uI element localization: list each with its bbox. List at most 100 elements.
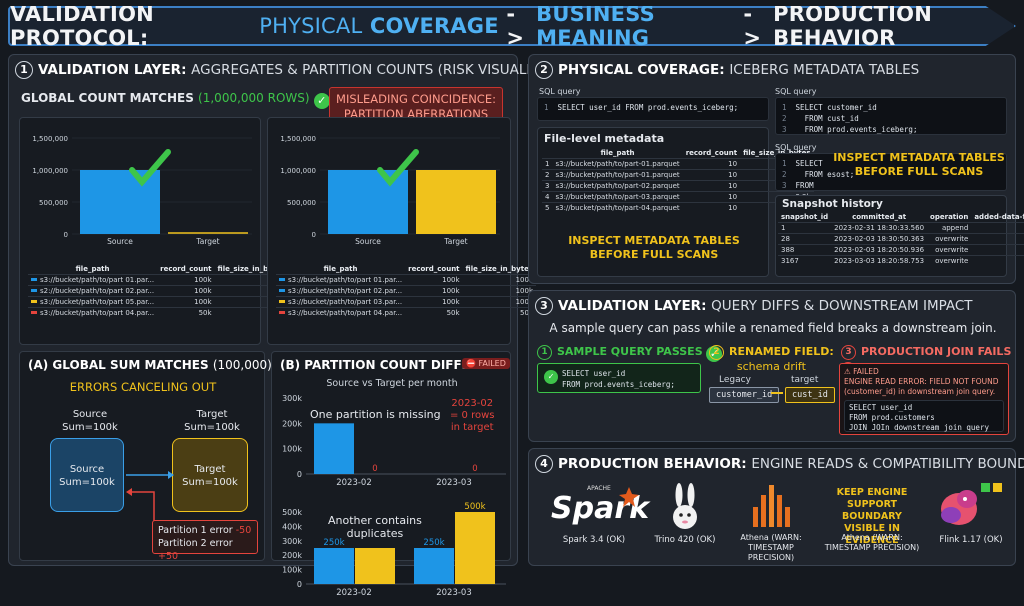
y-tick-label: 200k — [282, 551, 302, 560]
src-label: Source — [72, 409, 108, 420]
table-header: record_count — [408, 265, 460, 273]
step-number: 2 — [535, 61, 553, 79]
bar — [355, 548, 395, 584]
table-cell: 10 — [682, 169, 741, 181]
dup-line: Another contains — [328, 514, 422, 527]
code-line: SELECT customer_id — [795, 103, 877, 112]
step1-code: ✓ SELECT user_id FROM prod.events_iceberg… — [537, 363, 701, 393]
table-row: s2://bucket/path/to/part 02.par...100k10… — [28, 285, 288, 297]
target-field: cust_id — [785, 387, 835, 403]
y-tick-label: 100k — [282, 566, 302, 575]
step3-text: PRODUCTION JOIN FAILS — [861, 345, 1012, 358]
panel-query-diffs: 3 VALIDATION LAYER: QUERY DIFFS & DOWNSTR… — [528, 290, 1016, 442]
table-cell: overwrite — [927, 255, 972, 266]
step1-title: 1 SAMPLE QUERY PASSES ✓ — [537, 345, 723, 362]
step2-text: RENAMED FIELD: — [729, 345, 834, 358]
status-yellow-square — [993, 483, 1002, 492]
x-tick-label: 2023-03 — [436, 588, 472, 598]
inspect-line: BEFORE FULL SCANS — [854, 165, 984, 178]
table-cell: s3://bucket/path/to/part-01.parquet — [552, 158, 683, 170]
table-cell: append — [927, 222, 972, 234]
title-part: PHYSICAL — [259, 14, 363, 38]
table-cell: s3://bucket/path/to/part-03.parquet — [552, 191, 683, 203]
panel-partition-diffs: (B) PARTITION COUNT DIFFS ⛔ FAILED Sourc… — [271, 351, 511, 598]
table-row: s3://bucket/path/to/part 02.par... 100k 10… — [276, 285, 536, 297]
count-chart-left: 1,500,000 1,000,000 500,000 0 Source Target f… — [19, 117, 288, 345]
bar — [314, 423, 354, 474]
dup-line: duplicates — [346, 527, 404, 540]
table-cell: 0 — [971, 244, 1024, 256]
bar — [414, 548, 454, 584]
panel-title: 4 PRODUCTION BEHAVIOR: ENGINE READS & COM… — [535, 455, 1024, 473]
panel-physical-coverage: 2 PHYSICAL COVERAGE: ICEBERG METADATA TAB… — [528, 54, 1024, 284]
err2-label: Partition 2 error — [158, 538, 233, 549]
table-cell: 2023-02-31 18:30:33.560 — [831, 222, 928, 234]
table-header: file_size_in_bytes — [217, 265, 285, 273]
step2-title: 2 RENAMED FIELD: schema drift — [709, 345, 834, 373]
table-row: 4s3://bucket/path/to/part-03.parquet103.… — [542, 191, 814, 203]
check-icon: ✓ — [313, 93, 330, 109]
misleading-line1: MISLEADING COINCIDENCE: — [336, 92, 496, 106]
keep-line: KEEP ENGINE — [836, 487, 908, 498]
code-line: SELECT user_id — [562, 369, 626, 378]
bar-chart-svg: 1,500,000 1,000,000 500,000 0 Source Target — [32, 135, 252, 246]
y-tick-label: 300k — [282, 537, 302, 546]
series-swatch — [279, 311, 285, 314]
panel-production-behavior: 4 PRODUCTION BEHAVIOR: ENGINE READS & COM… — [528, 448, 1024, 566]
y-tick-label: 0 — [64, 231, 68, 239]
title-part: BUSINESS MEANING — [536, 2, 655, 50]
table-cell: 100k — [462, 296, 536, 308]
bar — [416, 170, 496, 234]
code-line: FROM prod.events_iceberg; — [562, 380, 675, 389]
source-box: Source Sum=100k — [50, 438, 124, 512]
table-header: file_path — [323, 265, 358, 273]
trino-bunny-icon — [673, 483, 697, 529]
warning-icon: ⚠ — [844, 367, 851, 376]
athena-label-2: Athena (WARN: TIMESTAMP PRECISION) — [821, 533, 923, 553]
tgt-label: Target — [196, 409, 228, 420]
target-sum-label: Target Sum=100k — [172, 408, 252, 434]
data-label: 250k — [323, 538, 344, 548]
box-src-sum: Sum=100k — [59, 477, 115, 488]
title-part: -> — [743, 2, 762, 50]
step-number: 3 — [841, 345, 856, 360]
table-cell: 100k — [462, 274, 536, 286]
table-cell: 100k — [462, 285, 536, 297]
bar — [314, 548, 354, 584]
panel-title: 3 VALIDATION LAYER: QUERY DIFFS & DOWNSTR… — [535, 297, 973, 315]
y-tick-label: 500,000 — [39, 199, 68, 207]
check-icon: ✓ — [544, 370, 558, 384]
table-cell: 2023-03-03 18:20:58.753 — [831, 255, 928, 266]
table-cell: 100k — [157, 296, 215, 308]
athena-line: Athena (WARN: — [841, 533, 903, 542]
table-header: record_count — [685, 149, 738, 157]
diffs-subtitle: Source vs Target per month — [326, 378, 458, 389]
title-strong: PHYSICAL COVERAGE: — [558, 62, 725, 78]
x-tick-label: 2023-03 — [436, 478, 472, 488]
snapshot-table: snapshot_id committed_at operation added-da… — [778, 212, 1024, 266]
code-line: FROM esost; — [804, 170, 855, 179]
y-tick-label: 500k — [282, 508, 302, 517]
missing-label: One partition is missing — [310, 408, 441, 421]
step-number: 4 — [535, 455, 553, 473]
fail-head: FAILED — [853, 367, 879, 376]
table-cell: 10 — [682, 158, 741, 170]
series-swatch — [279, 289, 285, 292]
y-tick-label: 0 — [312, 231, 316, 239]
data-label: 250k — [423, 538, 444, 548]
x-tick-label: Source — [355, 237, 381, 246]
data-label: 0 — [472, 464, 477, 474]
table-row: s3://bucket/path/to/part 03.par... 100k 10… — [276, 296, 536, 308]
table-cell: s3://bucket/path/to/part 02.par... — [276, 285, 406, 297]
table-cell: 0 — [971, 255, 1024, 266]
table-cell: 4 — [542, 191, 553, 203]
panel-title: 1 VALIDATION LAYER: AGGREGATES & PARTITIO… — [15, 61, 586, 79]
table-cell: 10 — [682, 191, 741, 203]
src-sum: Sum=100k — [62, 422, 118, 433]
title-light: ICEBERG METADATA TABLES — [729, 62, 920, 78]
canceling-label: ERRORS CANCELING OUT — [69, 380, 217, 394]
dup-label: Another contains duplicates — [328, 514, 422, 540]
